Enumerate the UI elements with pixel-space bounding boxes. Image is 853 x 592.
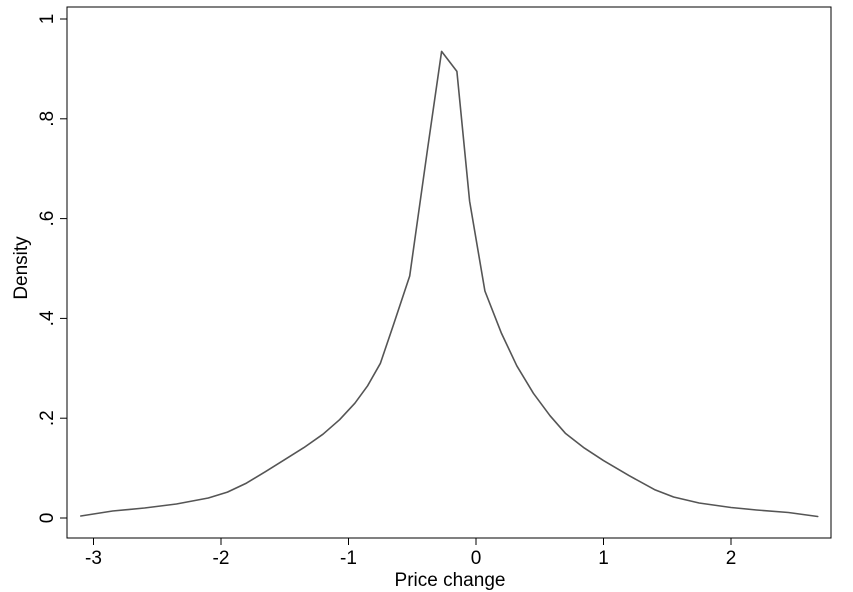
series-layer xyxy=(80,50,819,518)
x-tick-label: 0 xyxy=(471,548,482,569)
density-line xyxy=(80,50,819,518)
x-tick-label: 2 xyxy=(726,548,737,569)
x-axis-label: Price change xyxy=(395,570,506,591)
y-tick-label: .4 xyxy=(37,310,58,326)
x-tick-label: -3 xyxy=(85,548,102,569)
y-tick-label: .8 xyxy=(37,111,58,127)
x-tick-label: 1 xyxy=(598,548,609,569)
x-tick-label: -2 xyxy=(213,548,230,569)
y-axis: 0 .2 .4 .6 .8 1 xyxy=(37,14,67,524)
y-tick-label: .6 xyxy=(37,211,58,227)
x-tick-label: -1 xyxy=(340,548,357,569)
y-tick-label: 1 xyxy=(37,14,58,25)
x-axis: -3 -2 -1 0 1 2 xyxy=(85,538,736,569)
y-tick-label: 0 xyxy=(37,513,58,524)
y-tick-label: .2 xyxy=(37,410,58,426)
plot-frame xyxy=(66,6,832,539)
y-axis-label: Density xyxy=(11,236,32,300)
plot-border xyxy=(66,6,832,539)
